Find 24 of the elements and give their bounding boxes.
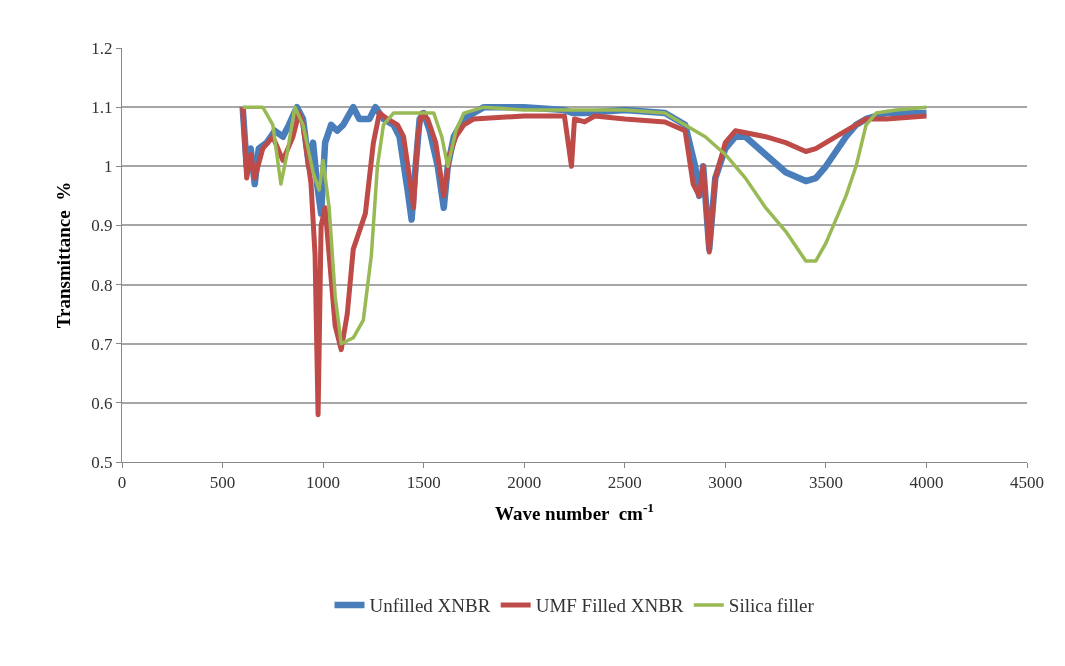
y-tick-label: 1.2: [91, 38, 113, 58]
x-tick-label: 1500: [406, 473, 441, 493]
x-tick-label: 0: [117, 473, 127, 493]
legend-label: UMF Filled XNBR: [535, 595, 684, 617]
y-tick-label: 0.9: [91, 216, 113, 236]
line-series: [240, 105, 929, 346]
x-tick-label: 4500: [1010, 473, 1044, 493]
y-tick-label: 0.5: [91, 452, 113, 472]
y-tick-label: 0.8: [91, 275, 113, 295]
y-tick-label: 0.6: [91, 393, 113, 413]
y-tick-label: 0.7: [91, 334, 114, 354]
legend-label: Silica filler: [728, 595, 815, 617]
legend-label: Unfilled XNBR: [369, 595, 491, 617]
x-tick-label: 2500: [607, 473, 642, 493]
y-tick-label: 1.1: [91, 98, 113, 118]
x-tick-label: 3500: [808, 473, 843, 493]
x-axis-title: Wave number cm$^{-1}$: [494, 500, 655, 525]
x-tick-label: 4000: [909, 473, 944, 493]
x-tick-label: 2000: [507, 473, 542, 493]
x-tick-label: 3000: [708, 473, 743, 493]
y-axis-title: Transmittance %: [53, 181, 75, 329]
y-tick-label: 1: [104, 157, 113, 177]
x-tick-label: 1000: [306, 473, 341, 493]
x-tick-label: 500: [209, 473, 236, 493]
